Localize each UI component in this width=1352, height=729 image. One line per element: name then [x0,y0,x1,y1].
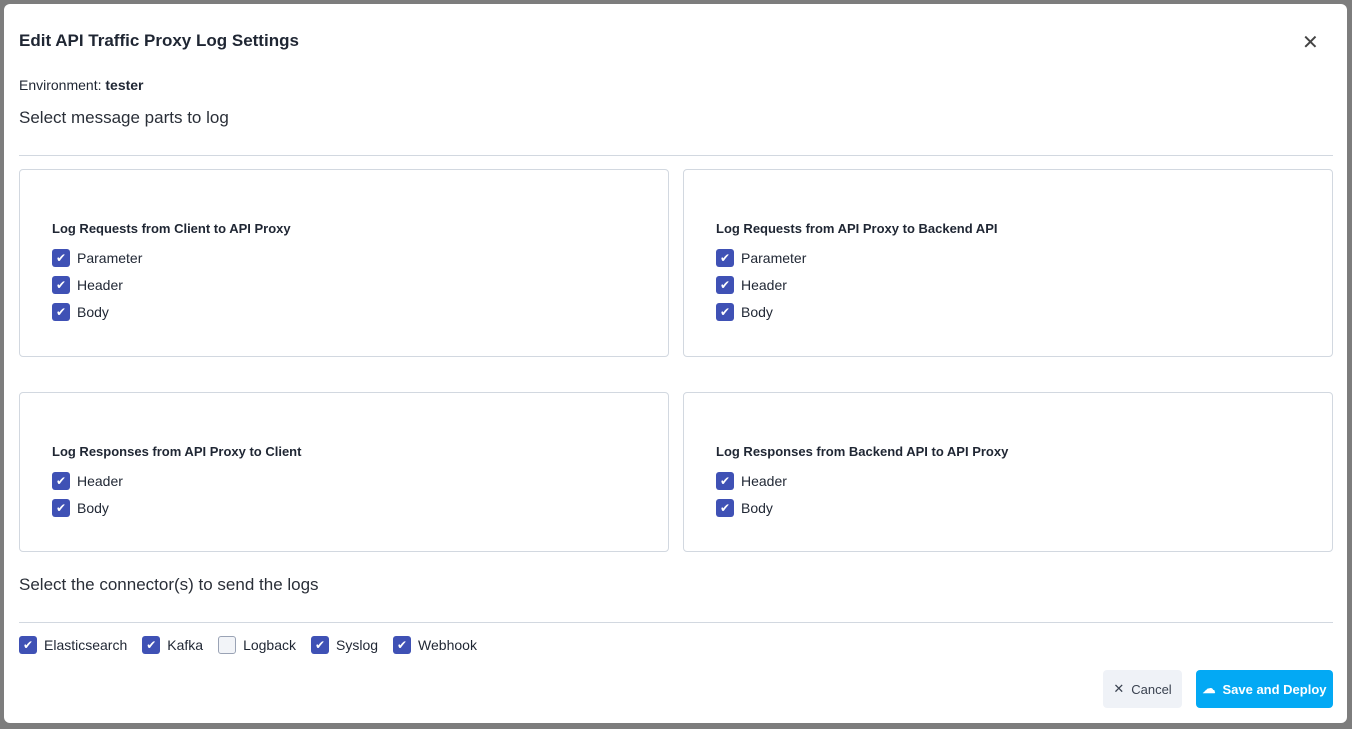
checkmark-icon: ✔ [52,276,70,294]
environment: Environment: tester [19,77,144,93]
checkbox-webhook[interactable]: ✔ Webhook [393,636,477,654]
card-title: Log Requests from API Proxy to Backend A… [716,221,998,236]
cancel-label: Cancel [1131,681,1172,697]
checkbox-label: Body [741,304,773,320]
section-message-parts: Select message parts to log [19,108,229,127]
divider [19,622,1333,623]
checkbox-label: Syslog [336,637,379,653]
checkmark-icon: ✔ [716,249,734,267]
checkbox-label: Header [741,473,787,489]
checkbox-label: Header [77,473,123,489]
card-2: Log Responses from API Proxy to Client ✔ H… [19,392,669,552]
checkbox-elasticsearch[interactable]: ✔ Elasticsearch [19,636,127,654]
divider [19,155,1333,156]
checkbox-label: Parameter [741,250,807,266]
checkmark-icon: ✔ [393,636,412,654]
checkbox-label: Kafka [167,637,204,653]
card-1: Log Requests from API Proxy to Backend A… [683,169,1333,357]
checkbox-header[interactable]: ✔ Header [52,472,123,490]
checkmark-icon: ✔ [716,472,734,490]
checkmark-icon: ✔ [19,636,37,654]
card-3: Log Responses from Backend API to API Pr… [683,392,1333,552]
checkmark-icon: ✔ [142,636,161,654]
checkbox-kafka[interactable]: ✔ Kafka [142,636,203,654]
checkbox-logback[interactable]: Logback [218,636,296,654]
checkbox-body[interactable]: ✔ Body [52,499,123,517]
checkbox-header[interactable]: ✔ Header [716,276,806,294]
environment-value: tester [105,77,144,93]
checkbox-body[interactable]: ✔ Body [716,499,787,517]
checkbox-header[interactable]: ✔ Header [52,276,142,294]
log-settings-dialog: Edit API Traffic Proxy Log Settings ✕ En… [4,4,1347,723]
section-connectors: Select the connector(s) to send the logs [19,575,319,594]
checkmark-icon: ✔ [311,636,330,654]
checkbox-label: Logback [243,637,297,653]
checkbox-body[interactable]: ✔ Body [52,303,142,321]
environment-label: Environment: [19,77,102,93]
checkbox-label: Body [741,500,773,516]
checkbox-label: Elasticsearch [44,637,128,653]
checkbox-label: Header [741,277,787,293]
checkbox-label: Webhook [418,637,477,653]
card-title: Log Responses from Backend API to API Pr… [716,444,1009,459]
checkbox-body[interactable]: ✔ Body [716,303,806,321]
cloud-upload-icon: ☁ [1202,681,1216,696]
checkbox-label: Header [77,277,123,293]
checkbox-parameter[interactable]: ✔ Parameter [716,249,806,267]
cancel-button[interactable]: ✕ Cancel [1103,670,1182,708]
checkbox-label: Body [77,500,109,516]
card-title: Log Responses from API Proxy to Client [52,444,302,459]
checkmark-icon: ✔ [716,499,734,517]
checkbox-label: Parameter [77,250,143,266]
checkbox-label: Body [77,304,109,320]
checkmark-icon: ✔ [716,303,734,321]
close-icon[interactable]: ✕ [1302,32,1319,54]
checkbox-header[interactable]: ✔ Header [716,472,787,490]
checkmark-icon: ✔ [52,499,70,517]
unchecked-box-icon [218,636,237,654]
checkmark-icon: ✔ [52,472,70,490]
checkmark-icon: ✔ [52,303,70,321]
close-icon: ✕ [1113,681,1125,696]
card-title: Log Requests from Client to API Proxy [52,221,291,236]
card-0: Log Requests from Client to API Proxy ✔ Pa… [19,169,669,357]
connector-list: ✔ Elasticsearch ✔ Kafka Logback ✔ Syslog ✔ Webho… [19,636,477,654]
checkbox-syslog[interactable]: ✔ Syslog [311,636,378,654]
checkmark-icon: ✔ [716,276,734,294]
save-and-deploy-button[interactable]: ☁ Save and Deploy [1196,670,1333,708]
save-label: Save and Deploy [1222,681,1327,697]
dialog-title: Edit API Traffic Proxy Log Settings [19,31,299,50]
checkbox-parameter[interactable]: ✔ Parameter [52,249,142,267]
checkmark-icon: ✔ [52,249,70,267]
